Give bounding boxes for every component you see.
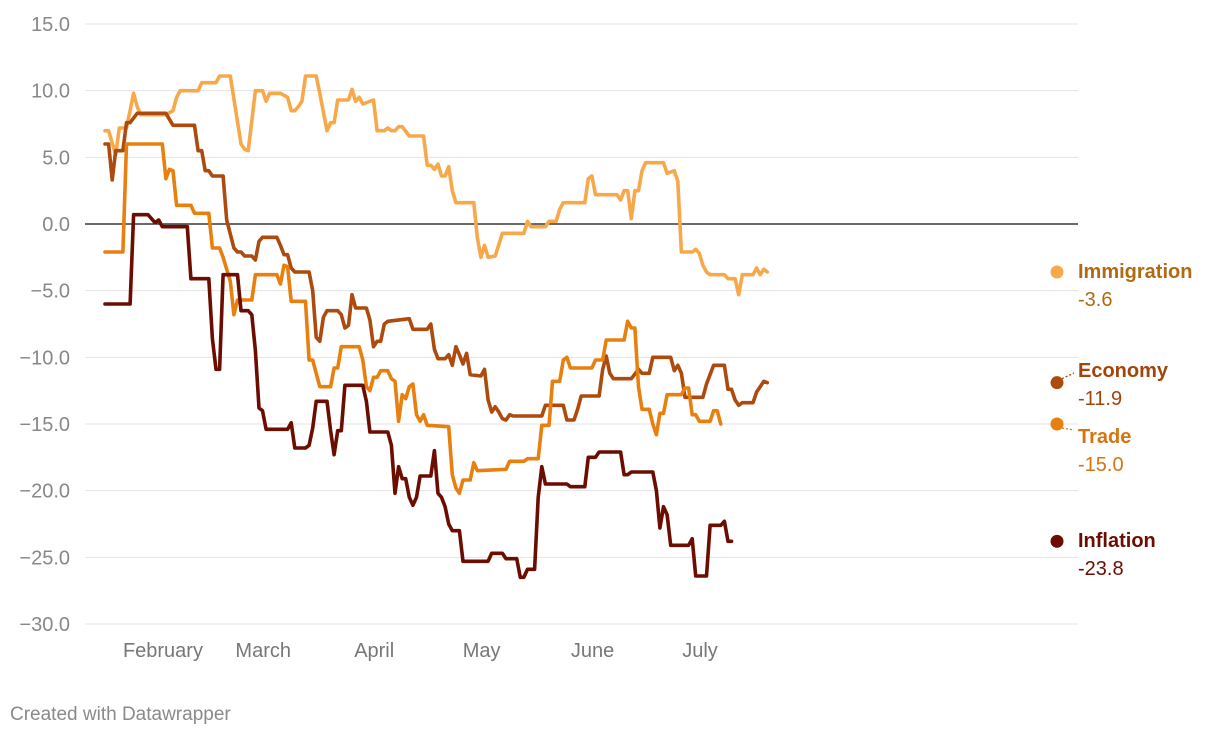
y-tick-label: 15.0 [31, 14, 70, 36]
series-lines [103, 74, 770, 580]
end-marker-inflation [1050, 534, 1064, 548]
series-label-inflation: Inflation [1078, 530, 1156, 552]
x-tick-label: July [682, 640, 718, 662]
series-line-immigration [103, 74, 770, 297]
gridlines [85, 23, 1078, 625]
series-value-inflation: -23.8 [1078, 558, 1124, 580]
credit-text: Created with Datawrapper [10, 704, 231, 725]
end-marker-economy [1050, 376, 1064, 390]
end-marker-immigration [1050, 265, 1064, 279]
y-tick-label: 5.0 [42, 147, 70, 169]
y-tick-label: −10.0 [19, 347, 70, 369]
series-line-economy [103, 111, 770, 422]
y-tick-label: −15.0 [19, 414, 70, 436]
series-line-inflation [103, 212, 734, 580]
series-value-trade: -15.0 [1078, 454, 1124, 476]
y-tick-label: −5.0 [31, 281, 70, 303]
y-tick-label: −30.0 [19, 614, 70, 636]
y-tick-label: 10.0 [31, 81, 70, 103]
x-tick-label: May [463, 640, 501, 662]
x-tick-label: February [123, 640, 203, 662]
leader-line-trade [1061, 427, 1075, 431]
series-label-economy: Economy [1078, 360, 1169, 382]
x-tick-label: June [571, 640, 614, 662]
series-line-trade [103, 142, 723, 496]
series-label-immigration: Immigration [1078, 261, 1192, 283]
series-value-immigration: -3.6 [1078, 289, 1112, 311]
x-axis-ticks: February March April May June July [123, 640, 718, 662]
x-tick-label: March [235, 640, 291, 662]
y-tick-label: −25.0 [19, 547, 70, 569]
leader-line-economy [1061, 372, 1075, 380]
y-axis-ticks: 15.0 10.0 5.0 0.0 −5.0 −10.0 −15.0 −20.0 −25.0 −3… [19, 14, 70, 636]
series-label-trade: Trade [1078, 426, 1131, 448]
end-marker-trade [1050, 417, 1064, 431]
series-end-labels: Immigration -3.6 Economy -11.9 Trade -15.0 Inf… [1050, 261, 1192, 580]
y-tick-label: 0.0 [42, 214, 70, 236]
x-tick-label: April [354, 640, 394, 662]
y-tick-label: −20.0 [19, 481, 70, 503]
series-value-economy: -11.9 [1078, 388, 1122, 410]
